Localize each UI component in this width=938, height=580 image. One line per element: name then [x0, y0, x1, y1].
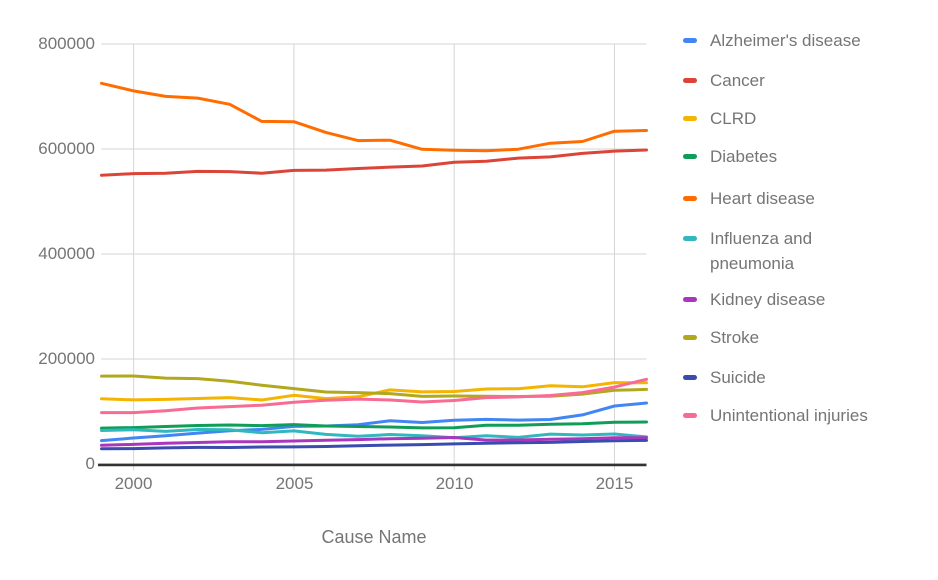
legend-entry-alzheimers-disease: Alzheimer's disease: [683, 28, 895, 53]
legend-marker-icon: [683, 116, 697, 121]
legend-marker-icon: [683, 297, 697, 302]
series-line-heart-disease: [100, 81, 648, 153]
legend-label: Suicide: [710, 368, 766, 387]
legend-marker-icon: [683, 375, 697, 380]
series-line-kidney-disease: [100, 436, 648, 447]
x-axis-title: Cause Name: [321, 527, 427, 547]
legend-label: Influenza and pneumonia: [710, 229, 813, 273]
legend-entry-stroke: Stroke: [683, 325, 895, 350]
y-axis-tick-label: 0: [85, 454, 95, 473]
series-line-clrd: [100, 381, 648, 402]
legend-label: Heart disease: [710, 189, 815, 208]
legend-label: Cancer: [710, 71, 765, 90]
legend-label: CLRD: [710, 109, 757, 128]
x-axis-tick-label: 2005: [275, 474, 314, 493]
legend-label: Alzheimer's disease: [710, 31, 861, 50]
y-axis-tick-label: 200000: [38, 349, 95, 368]
legend-entry-diabetes: Diabetes: [683, 144, 895, 169]
legend-entry-cancer: Cancer: [683, 68, 895, 93]
legend-entry-unintentional-injuries: Unintentional injuries: [683, 403, 895, 428]
series-line-suicide: [100, 438, 648, 451]
x-axis-tick-label: 2000: [114, 474, 153, 493]
legend-marker-icon: [683, 196, 697, 201]
legend-entry-heart-disease: Heart disease: [683, 186, 895, 211]
legend-label: Kidney disease: [710, 290, 826, 309]
x-axis-tick-label: 2010: [435, 474, 474, 493]
legend-marker-icon: [683, 154, 697, 159]
legend-entry-influenza-and-pneumonia: Influenza and pneumonia: [683, 226, 895, 276]
y-axis-tick-label: 600000: [38, 139, 95, 158]
legend-label: Unintentional injuries: [710, 406, 868, 425]
legend-marker-icon: [683, 38, 697, 43]
series-line-diabetes: [100, 420, 648, 430]
legend-entry-kidney-disease: Kidney disease: [683, 287, 895, 312]
series-line-influenza-and-pneumonia: [100, 428, 648, 440]
series-line-unintentional-injuries: [100, 377, 648, 415]
legend-marker-icon: [683, 413, 697, 418]
series-line-cancer: [100, 148, 648, 177]
legend-label: Diabetes: [710, 147, 778, 166]
x-axis-tick-label: 2015: [595, 474, 634, 493]
legend-label: Stroke: [710, 328, 760, 347]
legend-entry-clrd: CLRD: [683, 106, 895, 131]
legend-entry-suicide: Suicide: [683, 365, 895, 390]
series-line-alzheimer-s-disease: [100, 401, 648, 443]
legend-marker-icon: [683, 78, 697, 83]
legend-marker-icon: [683, 335, 697, 340]
y-axis-tick-label: 400000: [38, 244, 95, 263]
y-axis-tick-label: 800000: [38, 34, 95, 53]
legend: Alzheimer's disease Cancer CLRD Diabetes…: [683, 0, 933, 580]
legend-marker-icon: [683, 236, 697, 241]
